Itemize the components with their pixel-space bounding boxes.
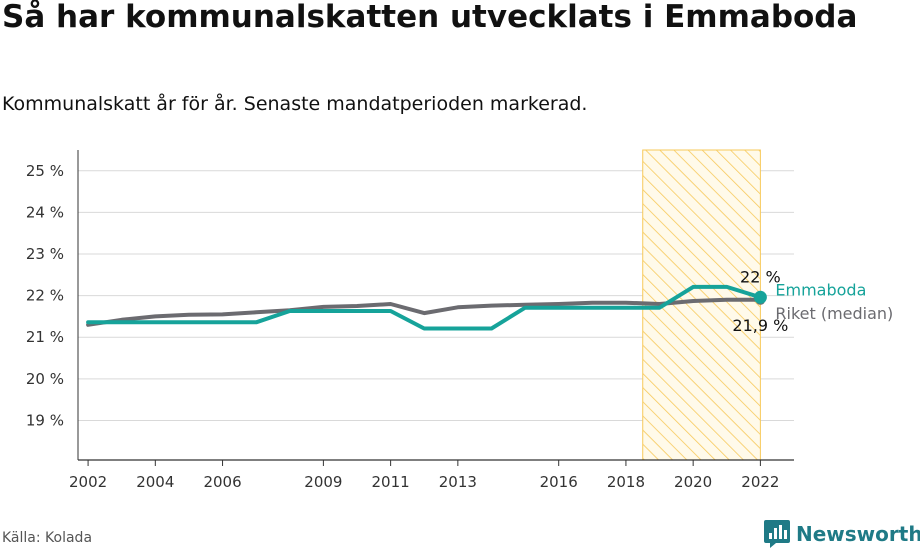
chart-title: Så har kommunalskatten utvecklats i Emma… xyxy=(2,0,858,35)
x-tick-label: 2018 xyxy=(607,473,645,491)
y-tick-label: 20 % xyxy=(26,370,64,388)
data-label-emmaboda: 22 % xyxy=(740,267,781,286)
x-tick-label: 2020 xyxy=(674,473,712,491)
y-tick-label: 21 % xyxy=(26,328,64,346)
x-tick-label: 2011 xyxy=(372,473,410,491)
x-tick-label: 2016 xyxy=(540,473,578,491)
x-tick-label: 2009 xyxy=(304,473,342,491)
legend-label-emmaboda: Emmaboda xyxy=(775,280,866,299)
y-tick-label: 22 % xyxy=(26,287,64,305)
source-note: Källa: Kolada xyxy=(2,530,93,546)
y-tick-label: 23 % xyxy=(26,245,64,263)
x-tick-label: 2004 xyxy=(136,473,174,491)
newsworthy-logo[interactable]: Newsworthy xyxy=(764,519,920,549)
x-tick-label: 2013 xyxy=(439,473,477,491)
brand-name: Newsworthy xyxy=(796,522,920,546)
series-line-emmaboda xyxy=(86,284,763,331)
legend-label-riket: Riket (median) xyxy=(775,304,893,323)
data-label-riket: 21,9 % xyxy=(732,316,788,335)
y-tick-label: 24 % xyxy=(26,203,64,221)
label-layer: 22 % 21,9 % Emmaboda Riket (median) xyxy=(732,267,893,334)
y-tick-label: 19 % xyxy=(26,411,64,429)
x-tick-label: 2002 xyxy=(69,473,107,491)
series-layer xyxy=(86,284,767,331)
chart-subtitle: Kommunalskatt år för år. Senaste mandatp… xyxy=(2,93,588,115)
x-tick-label: 2022 xyxy=(741,473,779,491)
series-line-riket-median xyxy=(86,297,763,327)
newsworthy-icon xyxy=(764,520,790,548)
y-tick-label: 25 % xyxy=(26,162,64,180)
end-point-emmaboda xyxy=(753,290,767,304)
x-tick-label: 2006 xyxy=(203,473,241,491)
axis-layer: 19 % 20 % 21 % 22 % 23 % 24 % 25 % 2002 2004 2006… xyxy=(26,150,794,491)
